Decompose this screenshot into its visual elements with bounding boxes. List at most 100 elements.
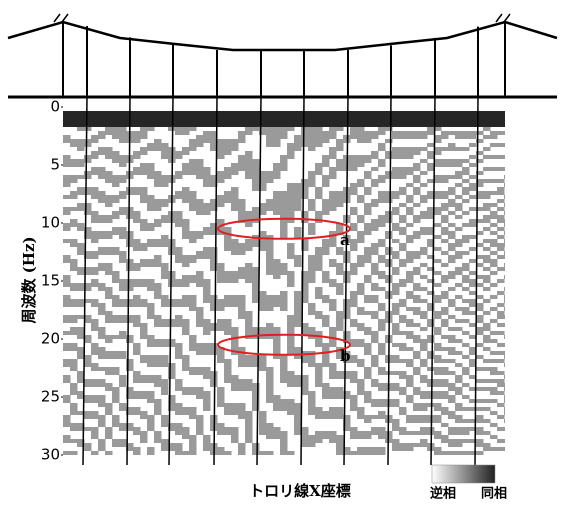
phase-cell [392,419,400,431]
phase-cell [245,311,253,339]
phase-cell [294,135,302,151]
phase-cell [448,223,456,227]
phase-cell [322,131,330,143]
phase-cell [378,215,386,227]
phase-cell [91,151,99,159]
phase-cell [455,283,463,287]
phase-cell [469,207,477,211]
phase-cell [147,375,155,383]
phase-cell [497,403,505,407]
phase-cell [399,427,407,435]
phase-cell [497,227,505,231]
phase-cell [455,339,463,343]
phase-cell [469,323,477,327]
phase-cell [392,399,400,407]
phase-cell [462,419,470,423]
phase-cell [441,263,449,267]
phase-cell [77,159,85,167]
phase-cell [378,159,386,167]
phase-cell [161,263,169,279]
phase-cell [441,239,449,243]
phase-cell [371,295,379,303]
phase-cell [371,167,379,171]
y-axis-label: 周波数 (Hz) [20,236,38,323]
phase-cell [133,295,141,307]
phase-cell [231,187,239,211]
phase-cell [140,411,148,419]
phase-cell [182,187,190,203]
phase-cell [413,215,421,223]
phase-cell [448,159,456,167]
phase-cell [455,295,463,299]
phase-cell [119,155,127,167]
phase-cell [77,315,85,319]
phase-cell [70,191,78,199]
phase-cell [98,327,106,339]
phase-cell [189,255,197,263]
phase-cell [63,295,71,307]
phase-cell [399,259,407,267]
phase-cell [413,443,421,447]
phase-cell [497,323,505,327]
phase-cell [63,395,71,403]
phase-cell [357,447,365,455]
phase-cell [455,227,463,231]
phase-cell [231,271,239,283]
phase-cell [357,323,365,331]
phase-cell [273,163,281,179]
phase-cell [392,167,400,179]
phase-cell [63,135,71,143]
phase-cell [329,431,337,443]
colorbar-label: 同相 [481,486,507,502]
phase-cell [266,451,274,455]
phase-cell [497,291,505,295]
phase-cell [70,343,78,351]
phase-cell [371,355,379,367]
phase-cell [70,383,78,395]
phase-cell [63,175,71,187]
phase-cell [378,287,386,291]
phase-map [63,107,512,455]
phase-cell [77,139,85,151]
y-tick-label: 15 [41,272,60,290]
phase-cell [490,367,498,375]
phase-cell [490,307,498,311]
phase-cell [371,447,379,455]
phase-cell [336,127,344,131]
phase-cell [469,219,477,227]
phase-cell [322,271,330,283]
phase-cell [217,139,225,159]
phase-cell [259,327,267,339]
phase-cell [238,199,246,223]
phase-cell [140,219,148,231]
phase-cell [420,439,428,447]
phase-cell [287,243,295,259]
phase-cell [84,155,92,163]
phase-cell [462,199,470,203]
phase-cell [133,315,141,327]
phase-cell [196,231,204,239]
phase-cell [490,435,498,439]
phase-cell [364,203,372,215]
phase-cell [210,371,218,387]
phase-cell [175,279,183,287]
phase-cell [308,199,316,211]
phase-cell [399,215,407,223]
phase-cell [364,311,372,315]
phase-cell [217,387,225,407]
phase-cell [413,131,421,139]
phase-cell [357,195,365,203]
phase-cell [476,379,484,383]
phase-cell [203,247,211,259]
phase-cell [217,171,225,183]
phase-cell [434,343,442,351]
phase-cell [392,343,400,347]
phase-cell [441,359,449,363]
phase-cell [70,207,78,211]
phase-cell [420,131,428,139]
phase-cell [63,343,71,351]
phase-cell [119,175,127,183]
phase-cell [119,403,127,411]
phase-cell [280,399,288,411]
phase-cell [434,259,442,263]
